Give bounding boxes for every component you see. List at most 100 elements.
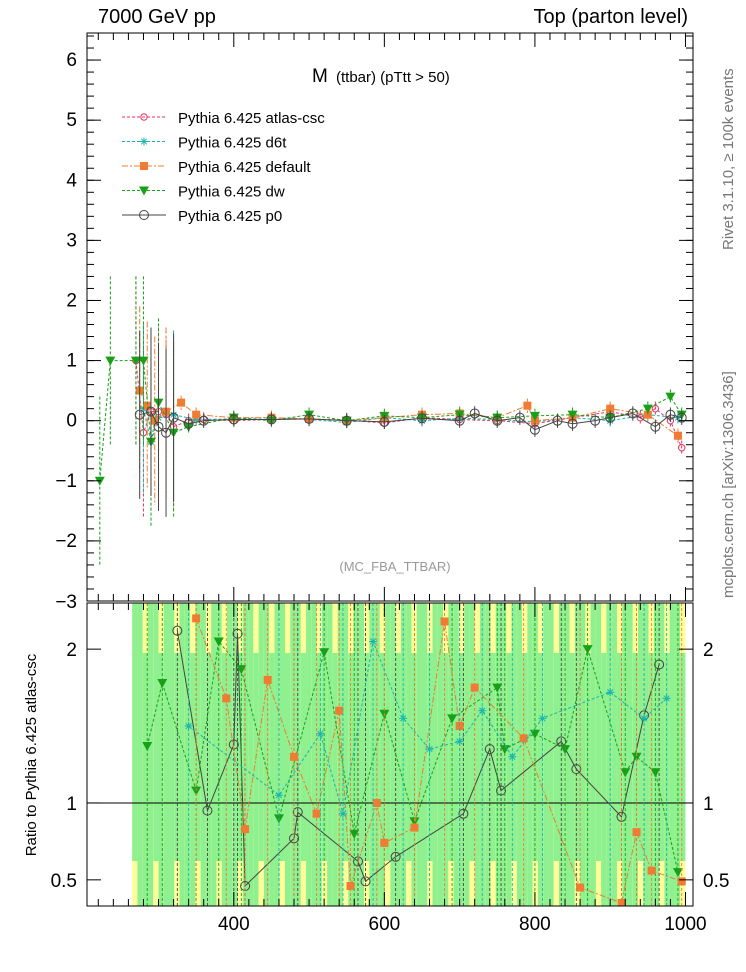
ratio-point	[338, 809, 347, 818]
ratio-point	[290, 752, 299, 761]
ratio-point	[410, 823, 419, 832]
ratio-series-line	[188, 639, 667, 814]
ratio-band-inner	[379, 653, 386, 906]
ratio-band-inner	[300, 653, 307, 861]
ratio-point	[455, 737, 464, 746]
data-point	[183, 418, 194, 429]
data-point	[529, 424, 540, 435]
series-line	[142, 408, 678, 444]
ratio-band-inner	[437, 603, 444, 906]
ratio-y-tick-label-right: 1	[703, 794, 714, 815]
ratio-band-inner	[537, 653, 544, 906]
ratio-point	[312, 809, 321, 818]
watermark-label: (MC_FBA_TTBAR)	[339, 559, 450, 574]
ratio-point	[372, 798, 381, 807]
ratio-point	[399, 714, 408, 723]
ratio-band-inner	[569, 653, 575, 906]
ratio-point	[654, 659, 665, 670]
ratio-point	[647, 866, 656, 875]
main-y-tick-label: 2	[66, 290, 77, 311]
x-tick-label: 400	[218, 914, 250, 935]
data-point	[567, 418, 578, 429]
ratio-point	[617, 898, 626, 906]
legend-marker	[139, 210, 149, 220]
ratio-point	[492, 683, 503, 693]
ratio-point	[390, 851, 401, 862]
data-point	[665, 392, 676, 402]
main-y-tick-label: 5	[66, 110, 77, 131]
data-point	[529, 411, 540, 421]
ratio-band-inner	[179, 603, 185, 906]
ratio-point	[484, 744, 495, 755]
legend-marker	[140, 113, 148, 121]
ratio-band-inner	[432, 603, 438, 906]
main-plot-frame	[86, 32, 694, 602]
ratio-band-inner	[184, 603, 191, 906]
ratio-point	[650, 768, 661, 778]
ratio-point	[292, 807, 303, 818]
data-point	[161, 427, 172, 438]
ratio-band-inner	[421, 603, 428, 906]
ratio-band-inner	[364, 653, 370, 861]
ratio-band-inner	[195, 603, 201, 861]
ratio-point	[458, 808, 469, 819]
legend-marker	[140, 137, 148, 146]
ratio-point	[353, 856, 364, 867]
ratio-band-inner	[147, 603, 154, 906]
ratio-series-line	[176, 630, 660, 888]
ratio-band-inner	[174, 653, 180, 861]
data-point	[650, 421, 661, 432]
ratio-band-inner	[564, 603, 570, 906]
ratio-point	[538, 714, 547, 723]
ratio-point	[606, 688, 615, 697]
ratio-y-tick-label: 2	[66, 640, 77, 661]
data-point	[636, 413, 645, 422]
ratio-point	[360, 876, 371, 887]
data-point	[134, 409, 145, 420]
main-y-tick-label: 4	[66, 170, 77, 191]
ratio-point	[496, 785, 507, 796]
ratio-point	[263, 675, 272, 684]
ratio-band-inner	[553, 653, 560, 861]
ratio-band-inner	[258, 603, 264, 861]
data-point	[143, 401, 152, 410]
ratio-point	[632, 828, 641, 837]
series-line	[135, 360, 683, 448]
data-point	[153, 421, 164, 432]
series-line	[99, 360, 683, 481]
ratio-band-inner	[263, 603, 270, 906]
legend-label: Pythia 6.425 atlas-csc	[178, 110, 325, 127]
data-point	[643, 410, 652, 419]
ratio-band-inner	[253, 653, 259, 906]
ratio-band-inner	[495, 603, 502, 906]
ratio-band-inner	[669, 603, 675, 906]
ratio-point	[662, 694, 671, 703]
ratio-band-inner	[216, 603, 222, 861]
ratio-band-inner	[221, 653, 228, 906]
data-point	[138, 356, 149, 366]
ratio-band-inner	[390, 603, 396, 906]
data-point	[130, 356, 141, 366]
ratio-point	[157, 678, 168, 688]
ratio-point	[222, 694, 231, 703]
ratio-band-inner	[327, 603, 333, 906]
data-point	[665, 409, 676, 420]
ratio-point	[191, 786, 202, 796]
data-point	[514, 412, 525, 423]
ratio-band-inner	[595, 603, 602, 861]
ratio-point	[232, 628, 243, 639]
data-point	[676, 412, 687, 423]
ratio-band-inner	[153, 603, 159, 861]
ratio-point	[571, 764, 582, 775]
ratio-band-inner	[522, 653, 528, 906]
ratio-band-inner	[306, 603, 312, 906]
ratio-band-inner	[284, 653, 291, 906]
ratio-band-inner	[248, 603, 254, 906]
data-point	[105, 356, 116, 366]
ratio-band-inner	[453, 603, 459, 906]
series-line	[139, 411, 682, 434]
ratio-point	[620, 768, 631, 778]
ratio-point	[380, 838, 389, 847]
ratio-point	[440, 617, 449, 626]
